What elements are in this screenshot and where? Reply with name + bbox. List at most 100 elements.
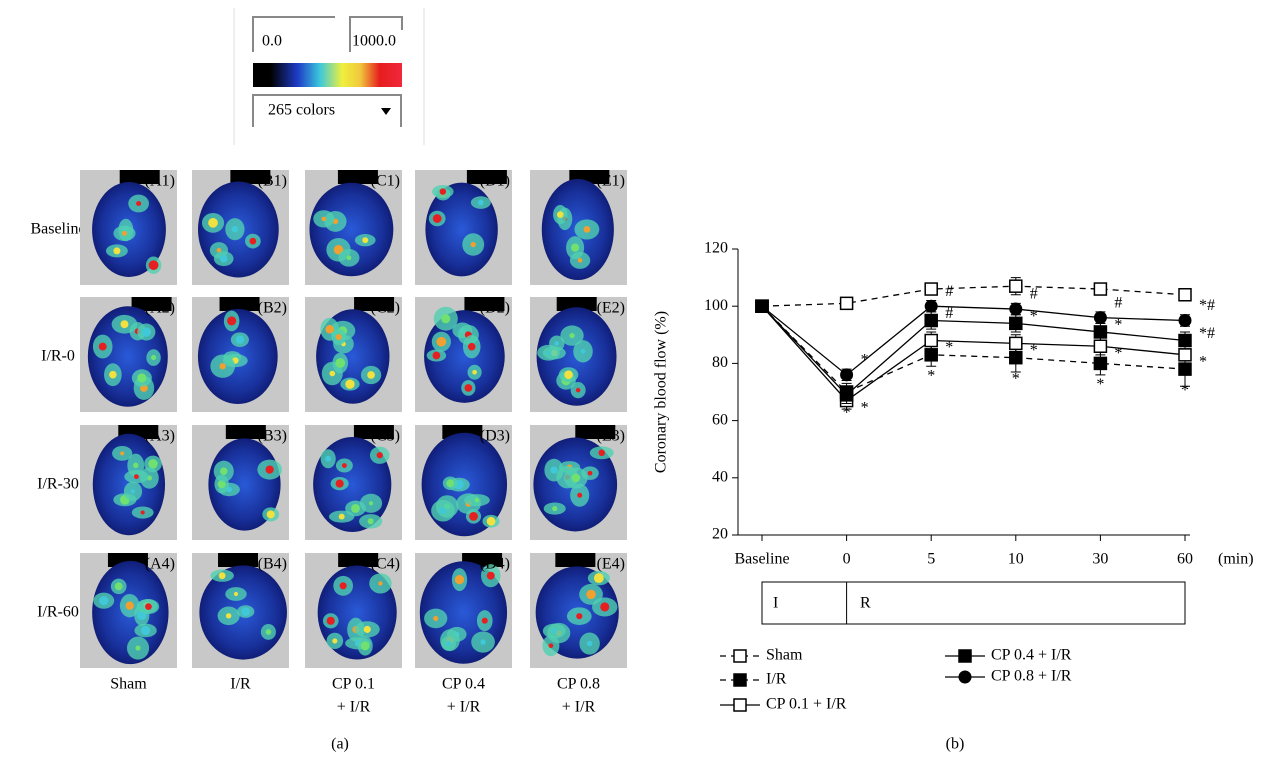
significance-mark: * <box>1030 342 1038 359</box>
heat-spot <box>587 470 593 476</box>
significance-mark: * <box>1030 308 1038 325</box>
x-unit: (min) <box>1218 551 1254 568</box>
tile-shadow <box>354 297 395 311</box>
legend-label: I/R <box>766 671 787 688</box>
point <box>924 299 938 313</box>
heat-spot <box>231 225 239 233</box>
heat-spot <box>575 387 581 393</box>
heat-spot <box>439 507 447 515</box>
heat-spot <box>477 199 484 206</box>
heat-spot <box>486 571 495 580</box>
heat-spot <box>439 188 447 195</box>
heat-spot <box>583 226 591 233</box>
significance-mark: # <box>1030 286 1038 303</box>
point <box>1178 348 1192 362</box>
significance-mark: *# <box>1199 297 1215 314</box>
heat-spot <box>208 217 218 228</box>
heat-spot <box>325 324 334 334</box>
heat-spot <box>217 479 226 489</box>
heat-spot <box>570 243 580 252</box>
legend-marker <box>733 673 747 687</box>
heat-spot <box>433 615 439 621</box>
heat-spot <box>321 216 327 222</box>
point <box>1093 311 1107 325</box>
heat-spot <box>480 639 486 645</box>
tile-label: (B3) <box>258 428 287 445</box>
heat-spot <box>564 370 573 380</box>
heat-spot <box>265 465 274 474</box>
tile-label: (E1) <box>597 173 625 190</box>
heat-spot <box>335 333 342 341</box>
tile-shadow <box>230 170 271 184</box>
heat-spot <box>114 582 123 591</box>
heat-spot <box>218 572 226 580</box>
heat-spot <box>216 247 222 253</box>
panel-caption: (a) <box>331 736 349 753</box>
y-tick-label: 100 <box>704 297 728 314</box>
tile-shadow <box>555 553 596 567</box>
tile-label: (A1) <box>145 173 175 190</box>
heat-spot <box>576 613 583 620</box>
heat-spot <box>550 466 558 474</box>
heat-spot <box>432 214 442 223</box>
column-label: CP 0.1 <box>332 676 375 693</box>
point <box>1009 350 1023 365</box>
column-label: + I/R <box>447 699 481 716</box>
heat-spot <box>140 510 145 515</box>
heat-spot <box>219 254 228 263</box>
heat-spot <box>586 589 596 600</box>
point <box>1178 314 1192 327</box>
heat-spot <box>554 341 560 346</box>
heat-spot <box>225 613 232 619</box>
heat-spot <box>368 501 374 506</box>
point <box>924 313 938 328</box>
legend-label: Sham <box>766 647 803 664</box>
heat-spot <box>474 497 480 503</box>
heat-spot <box>249 237 257 245</box>
significance-mark: # <box>945 283 953 300</box>
heat-spot <box>113 247 121 255</box>
tile-shadow <box>466 170 507 184</box>
series-line <box>761 305 1186 396</box>
tile-shadow <box>575 425 616 439</box>
row-label: I/R-0 <box>41 348 75 365</box>
significance-mark: * <box>1096 376 1104 393</box>
heat-spot <box>265 629 272 635</box>
series-line <box>761 305 1186 376</box>
point <box>1009 279 1023 293</box>
series-line <box>761 285 1186 307</box>
heat-spot <box>593 573 604 584</box>
heat-spot <box>360 641 370 651</box>
significance-mark: * <box>1114 317 1122 334</box>
heat-spot <box>577 258 583 263</box>
tile-shadow <box>131 297 172 311</box>
significance-mark: * <box>1181 382 1189 399</box>
heat-spot <box>546 350 551 355</box>
tile-shadow <box>225 425 266 439</box>
color-bar <box>253 63 402 87</box>
x-tick-label: 10 <box>1008 551 1024 568</box>
tile-label: (D2) <box>480 300 510 317</box>
phase-bar <box>761 581 1186 625</box>
heat-spot <box>98 342 107 351</box>
point <box>1093 325 1108 339</box>
point <box>1009 336 1023 351</box>
heat-spot <box>464 384 473 392</box>
heat-spot <box>569 332 575 339</box>
y-axis-label: Coronary blood flow (%) <box>653 311 670 473</box>
point <box>1093 339 1108 353</box>
heat-spot <box>133 474 139 480</box>
heat-spot <box>151 355 157 361</box>
significance-mark: # <box>945 305 953 322</box>
y-tick-label: 40 <box>712 468 728 485</box>
phase-label: R <box>860 595 871 612</box>
heat-spot <box>586 640 593 647</box>
panel-caption: (b) <box>946 736 965 753</box>
column-label: + I/R <box>562 699 596 716</box>
heat-map-grid: Baseline (A1) (B1) (C1) (D1) (E1) I/R-0 (A2) (B2… <box>30 170 627 716</box>
heat-spot <box>329 370 336 377</box>
significance-mark: * <box>861 399 869 416</box>
heat-spot <box>346 255 352 261</box>
point <box>924 348 938 362</box>
